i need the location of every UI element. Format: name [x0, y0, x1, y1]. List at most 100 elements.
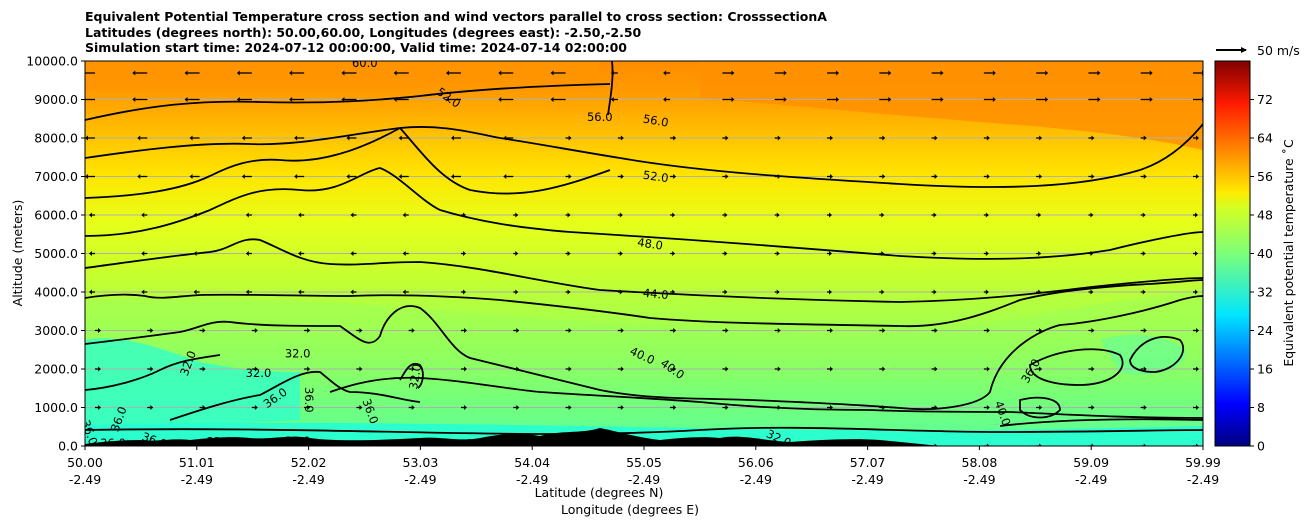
- wind-vector-head: [202, 366, 206, 372]
- x-axis-label-latitude: Latitude (degrees N): [535, 485, 664, 500]
- chart-title-line-1: Equivalent Potential Temperature cross s…: [85, 9, 827, 24]
- wind-vector-head: [307, 443, 311, 446]
- y-tick-label: 0.0: [58, 439, 78, 454]
- wind-vector-head: [829, 251, 832, 256]
- wind-vector-head: [446, 70, 449, 76]
- wind-vector-head: [882, 135, 886, 141]
- wind-vector-head: [402, 212, 406, 218]
- y-tick-label: 8000.0: [34, 131, 78, 146]
- colorbar-tick-label: 16: [1257, 362, 1273, 377]
- wind-vector-head: [132, 70, 136, 76]
- wind-vector-head: [1038, 289, 1042, 295]
- wind-vector-head: [307, 366, 311, 372]
- wind-vector-head: [298, 251, 302, 256]
- wind-vector-head: [464, 366, 467, 372]
- wind-vector-head: [398, 174, 402, 179]
- wind-vector-head: [464, 443, 467, 446]
- y-tick-label: 10000.0: [26, 54, 78, 69]
- wind-vector-head: [619, 289, 623, 295]
- wind-vector-head: [724, 212, 728, 218]
- wind-vector-head: [567, 212, 571, 218]
- colorbar-tick-label: 56: [1257, 169, 1273, 184]
- wind-vector-head: [620, 405, 624, 410]
- wind-vector-head: [1038, 212, 1042, 218]
- wind-vector-head: [359, 405, 363, 410]
- wind-vector-head: [350, 251, 354, 256]
- wind-vector-head: [463, 251, 466, 256]
- wind-vector-head: [516, 443, 520, 446]
- wind-vector-head: [620, 328, 624, 333]
- wind-vector-head: [888, 70, 892, 76]
- wind-vector-head: [350, 212, 354, 218]
- wind-vector-head: [1045, 97, 1049, 102]
- wind-vector-head: [516, 405, 520, 410]
- y-tick-label: 4000.0: [34, 285, 78, 300]
- wind-vector-head: [986, 174, 990, 179]
- wind-vector-head: [341, 70, 345, 76]
- wind-vector-head: [254, 443, 258, 446]
- x-tick-label-lon: -2.49: [404, 472, 436, 487]
- contour-label: 36.0: [302, 387, 316, 413]
- wind-vector-head: [307, 405, 311, 410]
- wind-vector-head: [150, 366, 154, 372]
- wind-vector-head: [1143, 443, 1147, 446]
- y-tick-label: 2000.0: [34, 362, 78, 377]
- wind-vector-head: [934, 443, 938, 446]
- wind-vector-head: [1091, 443, 1095, 446]
- contour-label: 56.0: [587, 110, 613, 124]
- x-tick-label-lat: 59.09: [1073, 455, 1109, 470]
- wind-vector-head: [777, 405, 781, 410]
- wind-vector-head: [620, 135, 624, 141]
- wind-vector-head: [992, 97, 996, 102]
- wind-vector-head: [1091, 174, 1095, 179]
- colorbar-ticks: 0 8 16 24 32 40 48 56 64 72: [1250, 92, 1273, 454]
- contour-label: 52.0: [642, 168, 669, 185]
- wind-vector-head: [550, 97, 554, 102]
- wind-vector-head: [725, 366, 729, 372]
- wind-vector-head: [141, 251, 145, 256]
- wind-vector-head: [1196, 366, 1199, 372]
- wind-vector-head: [346, 174, 350, 179]
- wind-vector-head: [725, 328, 729, 333]
- colorbar-tick-label: 40: [1257, 246, 1273, 261]
- contour-label: 32.0: [466, 437, 492, 451]
- wind-vector-head: [933, 212, 937, 218]
- wind-vector-head: [985, 289, 989, 295]
- wind-vector-head: [98, 405, 101, 410]
- wind-vector-head: [89, 289, 92, 295]
- wind-vector-head: [673, 443, 677, 446]
- wind-vector-head: [568, 135, 572, 141]
- y-tick-label: 7000.0: [34, 169, 78, 184]
- wind-vector-head: [85, 174, 88, 179]
- wind-vector-head: [189, 174, 193, 179]
- wind-vector-head: [619, 212, 623, 218]
- wind-vector-head: [830, 405, 833, 410]
- contour-label: 36.0: [100, 436, 126, 450]
- contour-label: 32.0: [285, 347, 311, 361]
- x-axis-ticks: 50.00 -2.49 51.01 -2.49 52.02 -2.49 53.03 -2.49…: [67, 446, 1221, 487]
- wind-vector-head: [673, 174, 677, 179]
- y-tick-label: 3000.0: [34, 323, 78, 338]
- wind-vector-head: [568, 174, 572, 179]
- wind-vector-head: [193, 251, 197, 256]
- contour-label: 32.0: [206, 434, 232, 448]
- wind-vector-head: [985, 251, 989, 256]
- wind-vector-head: [882, 174, 886, 179]
- x-tick-label-lon: -2.49: [1075, 472, 1107, 487]
- wind-vector-head: [933, 289, 937, 295]
- wind-vector-head: [672, 251, 676, 256]
- wind-vector-head: [463, 289, 466, 295]
- wind-vector-head: [725, 174, 729, 179]
- contour-label: 28.0: [408, 436, 434, 450]
- wind-vector-head: [1195, 289, 1198, 295]
- wind-vector-head: [236, 97, 240, 102]
- colorbar-tick-label: 32: [1257, 285, 1273, 300]
- wind-vector-head: [1195, 212, 1198, 218]
- wind-vector-head: [1142, 251, 1146, 256]
- wind-vector-head: [1142, 289, 1146, 295]
- wind-vector-head: [882, 366, 886, 372]
- wind-vector-head: [184, 70, 188, 76]
- contour-label: 56.0: [642, 112, 670, 130]
- colorbar-tick-label: 48: [1257, 208, 1273, 223]
- wind-vector-head: [1039, 405, 1043, 410]
